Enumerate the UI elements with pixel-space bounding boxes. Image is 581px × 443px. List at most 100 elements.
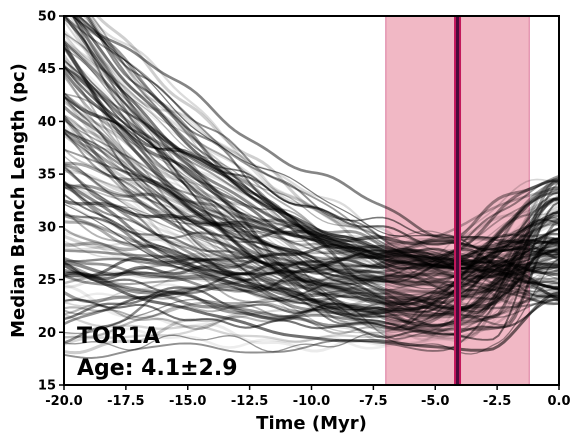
realization-line [64, 148, 559, 306]
realization-line [64, 115, 559, 306]
realization-line [90, 16, 559, 277]
realization-line [64, 218, 559, 281]
realization-line [64, 95, 559, 292]
realization-line [64, 95, 559, 329]
realization-line [64, 236, 559, 281]
realization-line [77, 16, 559, 261]
age-annotation: Age: 4.1±2.9 [77, 356, 238, 381]
realization-line [64, 284, 559, 350]
realization-line [64, 280, 559, 343]
x-tick-label: 0.0 [547, 394, 570, 409]
realization-line [64, 96, 559, 319]
realization-line [95, 16, 559, 284]
realization-line [64, 200, 559, 309]
realization-line [64, 254, 559, 346]
realization-line [64, 117, 559, 294]
realization-line [64, 264, 559, 352]
y-tick-label: 20 [38, 326, 56, 341]
realization-line [64, 197, 559, 311]
realization-line [64, 16, 559, 291]
x-tick-label: -15.0 [169, 394, 206, 409]
realization-line [64, 16, 559, 263]
realization-line [64, 233, 559, 304]
realization-line [64, 193, 559, 341]
realization-line [64, 75, 559, 299]
realization-line [64, 92, 559, 256]
realization-line [64, 16, 559, 276]
realization-line [64, 114, 559, 338]
y-tick-label: 35 [38, 168, 56, 183]
y-tick-label: 40 [38, 115, 56, 130]
realization-line [64, 218, 559, 315]
realization-line [64, 47, 559, 340]
realization-line [64, 276, 559, 304]
realization-line [64, 196, 559, 319]
realization-line [64, 257, 559, 305]
x-tick-label: -10.0 [293, 394, 330, 409]
realization-line [64, 247, 559, 321]
realization-line [64, 131, 559, 298]
realization-line [64, 178, 559, 307]
realization-line [64, 163, 559, 288]
y-axis-label: Median Branch Length (pc) [8, 63, 29, 338]
realization-line [64, 117, 559, 273]
x-tick-label: -17.5 [107, 394, 144, 409]
x-tick-label: -2.5 [483, 394, 511, 409]
y-tick-label: 25 [38, 273, 56, 288]
realization-line [64, 46, 559, 334]
y-tick-label: 50 [38, 10, 56, 25]
realization-line [64, 247, 559, 331]
realization-line [64, 238, 559, 284]
realization-line [64, 163, 559, 344]
realization-line [64, 60, 559, 323]
realization-line [64, 258, 559, 355]
realization-line [64, 65, 559, 301]
realization-line [64, 155, 559, 316]
realization-line [64, 38, 559, 265]
x-tick-label: -5.0 [421, 394, 449, 409]
realization-line [64, 220, 559, 332]
realization-line [64, 210, 559, 295]
realization-line [64, 241, 559, 335]
realization-line [64, 217, 559, 292]
y-tick-label: 30 [38, 220, 56, 235]
y-axis-ticks: 15 20 25 30 35 40 45 50 [38, 10, 64, 394]
realization-line [64, 220, 559, 324]
realization-line [64, 244, 559, 302]
realization-line [64, 181, 559, 317]
realization-line [64, 185, 559, 291]
realization-line [76, 16, 559, 298]
realization-line [64, 131, 559, 299]
realization-line [64, 180, 559, 291]
realization-line [64, 213, 559, 297]
realization-line [64, 298, 559, 339]
realization-line [64, 131, 559, 303]
x-tick-label: -20.0 [45, 394, 82, 409]
realization-line [82, 16, 559, 274]
realization-line [64, 124, 559, 330]
realization-line [64, 186, 559, 280]
realization-line [64, 213, 559, 291]
realization-line [88, 16, 559, 266]
region-name-annotation: TOR1A [77, 324, 160, 349]
realization-line [64, 188, 559, 285]
realization-lines [64, 16, 559, 359]
x-tick-label: -12.5 [231, 394, 268, 409]
realization-line [64, 133, 559, 339]
realization-line [64, 115, 559, 287]
realization-line [64, 203, 559, 311]
x-axis-label: Time (Myr) [256, 413, 367, 434]
realization-line [64, 129, 559, 307]
realization-line [64, 199, 559, 353]
realization-line [64, 165, 559, 327]
realization-line [64, 163, 559, 305]
realization-line [64, 290, 559, 355]
realization-line [64, 241, 559, 311]
y-tick-label: 15 [38, 379, 56, 394]
x-tick-label: -7.5 [359, 394, 387, 409]
y-tick-label: 45 [38, 62, 56, 77]
realization-line [64, 44, 559, 313]
realization-line [64, 32, 559, 285]
realization-line [64, 206, 559, 347]
